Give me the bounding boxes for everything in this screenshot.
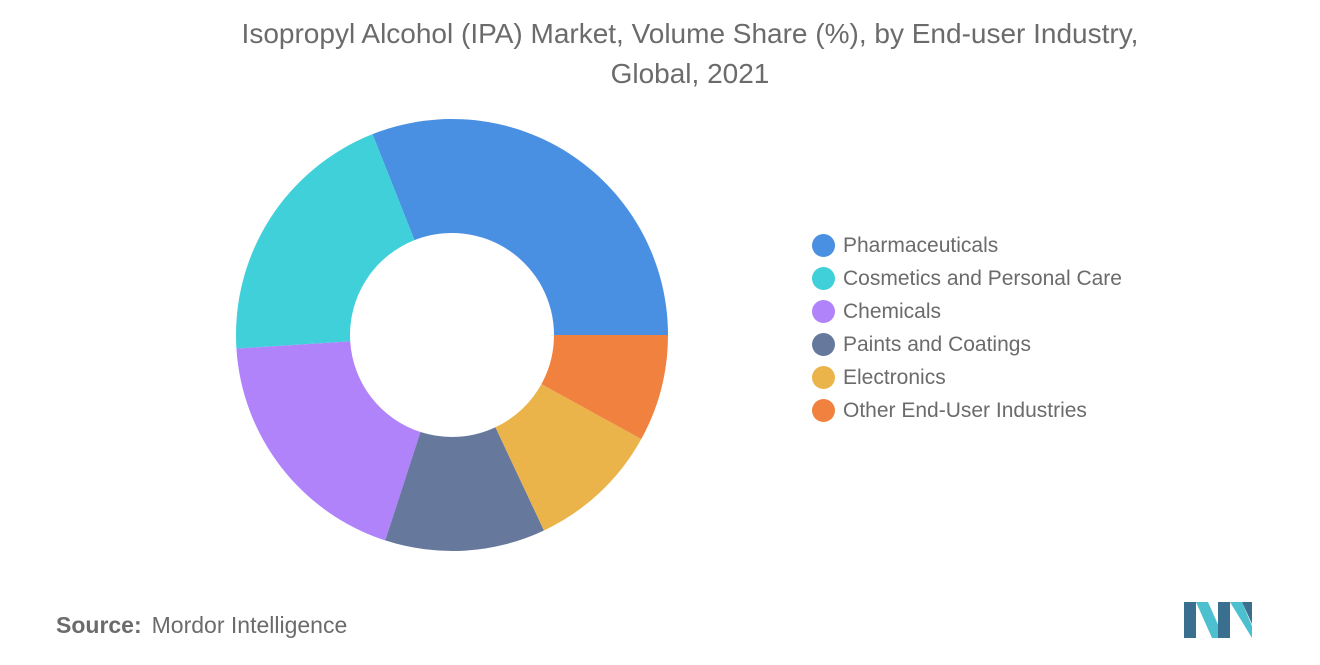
legend-swatch [812,333,835,356]
donut-slice-pharmaceuticals [372,118,668,335]
source-text: Mordor Intelligence [151,612,348,638]
chart-legend: Pharmaceuticals Cosmetics and Personal Ca… [812,229,1122,427]
legend-label: Chemicals [843,299,942,323]
legend-label: Other End-User Industries [843,398,1087,422]
legend-swatch [812,399,835,422]
legend-item: Electronics [812,361,1122,394]
mordor-intelligence-logo-icon [1184,602,1252,638]
legend-item: Cosmetics and Personal Care [812,262,1122,295]
legend-item: Chemicals [812,295,1122,328]
donut-slice-electronics [495,384,642,531]
donut-slice-other-end-user-industries [541,335,668,440]
donut-slice-cosmetics-and-personal-care [236,134,415,349]
donut-slice-paints-and-coatings [385,427,544,551]
legend-item: Paints and Coatings [812,328,1122,361]
chart-title: Isopropyl Alcohol (IPA) Market, Volume S… [241,18,1139,49]
legend-item: Other End-User Industries [812,394,1122,427]
legend-swatch [812,366,835,389]
chart-title-block: Isopropyl Alcohol (IPA) Market, Volume S… [0,14,1320,94]
donut-slice-chemicals [236,341,421,541]
legend-swatch [812,234,835,257]
chart-subtitle: Global, 2021 [610,58,770,89]
legend-label: Pharmaceuticals [843,233,999,257]
donut-slices [236,118,668,551]
legend-swatch [812,300,835,323]
source-label: Source: [56,612,142,638]
source-line: Source: Mordor Intelligence [56,612,347,639]
legend-label: Electronics [843,365,946,389]
legend-swatch [812,267,835,290]
legend-label: Paints and Coatings [843,332,1031,356]
legend-label: Cosmetics and Personal Care [843,266,1122,290]
legend-item: Pharmaceuticals [812,229,1122,262]
